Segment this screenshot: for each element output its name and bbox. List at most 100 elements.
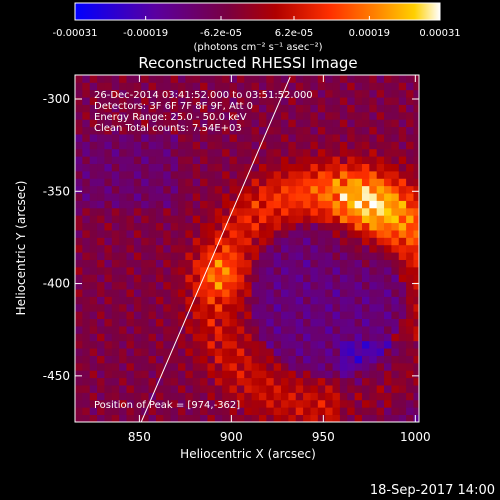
heatmap-cell <box>148 252 157 260</box>
heatmap-cell <box>384 156 392 164</box>
heatmap-cell <box>111 148 120 157</box>
heatmap-cell <box>295 392 304 401</box>
heatmap-cell <box>133 200 142 209</box>
heatmap-cell <box>200 244 208 253</box>
heatmap-cell <box>236 75 245 83</box>
heatmap-cell <box>325 266 333 275</box>
heatmap-cell <box>192 385 201 393</box>
heatmap-cell <box>376 89 385 98</box>
heatmap-cell <box>236 230 245 238</box>
heatmap-cell <box>295 348 304 356</box>
heatmap-cell <box>398 75 407 83</box>
heatmap-cell <box>222 134 230 142</box>
heatmap-cell <box>391 266 400 275</box>
heatmap-cell <box>200 134 208 142</box>
heatmap-cell <box>258 266 267 275</box>
heatmap-cell <box>214 178 223 187</box>
heatmap-cell <box>207 326 216 334</box>
heatmap-cell <box>310 119 319 128</box>
heatmap-cell <box>104 126 113 135</box>
heatmap-cell <box>339 326 348 334</box>
heatmap-cell <box>376 237 385 246</box>
heatmap-cell <box>82 399 91 408</box>
heatmap-cell <box>303 399 311 408</box>
heatmap-cell <box>207 185 216 194</box>
heatmap-cell <box>406 266 414 275</box>
heatmap-cell <box>192 141 201 150</box>
heatmap-cell <box>236 222 245 231</box>
heatmap-cell <box>376 75 385 83</box>
heatmap-cell <box>325 170 333 179</box>
heatmap-cell <box>317 340 326 349</box>
heatmap-cell <box>126 318 135 327</box>
heatmap-cell <box>89 134 98 142</box>
heatmap-cell <box>133 75 142 83</box>
heatmap-cell <box>332 141 341 150</box>
heatmap-cell <box>89 111 98 120</box>
heatmap-cell <box>273 237 282 246</box>
heatmap-cell <box>258 222 267 231</box>
heatmap-cell <box>236 333 245 342</box>
heatmap-cell <box>126 348 135 356</box>
heatmap-cell <box>111 355 120 364</box>
heatmap-cell <box>251 296 260 305</box>
heatmap-cell <box>222 89 230 98</box>
heatmap-cell <box>119 407 127 416</box>
heatmap-cell <box>207 303 216 312</box>
heatmap-cell <box>391 134 400 142</box>
heatmap-cell <box>111 170 120 179</box>
heatmap-cell <box>185 340 194 349</box>
heatmap-cell <box>163 126 172 135</box>
heatmap-cell <box>332 82 341 91</box>
heatmap-cell <box>214 370 223 379</box>
heatmap-cell <box>104 370 113 379</box>
heatmap-cell <box>391 303 400 312</box>
heatmap-cell <box>406 252 414 260</box>
heatmap-cell <box>75 111 83 120</box>
heatmap-cell <box>303 126 311 135</box>
heatmap-cell <box>222 414 230 422</box>
heatmap-cell <box>185 385 194 393</box>
heatmap-cell <box>413 119 419 128</box>
heatmap-cell <box>97 200 105 209</box>
heatmap-cell <box>244 281 252 290</box>
heatmap-cell <box>214 111 223 120</box>
heatmap-cell <box>339 362 348 371</box>
heatmap-cell <box>155 178 164 187</box>
heatmap-cell <box>75 289 83 297</box>
heatmap-cell <box>207 89 216 98</box>
heatmap-cell <box>236 318 245 327</box>
colorbar-tick-label: -0.00031 <box>53 28 98 39</box>
heatmap-cell <box>141 170 149 179</box>
heatmap-cell <box>288 326 297 334</box>
heatmap-cell <box>361 141 370 150</box>
heatmap-cell <box>185 97 194 105</box>
heatmap-cell <box>236 82 245 91</box>
heatmap-cell <box>148 126 157 135</box>
heatmap-cell <box>413 296 419 305</box>
heatmap-cell <box>214 392 223 401</box>
heatmap-cell <box>163 97 172 105</box>
heatmap-cell <box>369 377 378 386</box>
heatmap-cell <box>339 399 348 408</box>
heatmap-cell <box>148 207 157 216</box>
heatmap-cell <box>222 407 230 416</box>
heatmap-cell <box>82 185 91 194</box>
heatmap-cell <box>244 370 252 379</box>
heatmap-cell <box>347 259 356 268</box>
heatmap-cell <box>200 82 208 91</box>
heatmap-cell <box>111 326 120 334</box>
heatmap-cell <box>281 311 289 320</box>
heatmap-cell <box>303 89 311 98</box>
heatmap-cell <box>317 148 326 157</box>
heatmap-cell <box>310 266 319 275</box>
heatmap-cell <box>281 407 289 416</box>
heatmap-cell <box>155 326 164 334</box>
heatmap-cell <box>192 355 201 364</box>
heatmap-cell <box>295 407 304 416</box>
heatmap-cell <box>273 141 282 150</box>
heatmap-cell <box>236 252 245 260</box>
heatmap-cell <box>178 200 186 209</box>
heatmap-cell <box>111 163 120 172</box>
heatmap-cell <box>317 281 326 290</box>
